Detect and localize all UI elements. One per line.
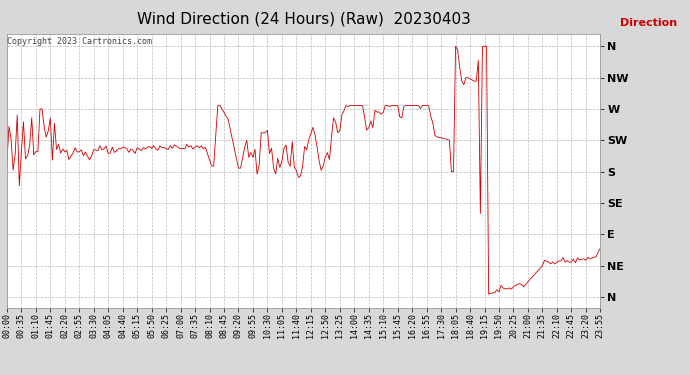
Text: Direction: Direction	[620, 18, 678, 28]
Text: Wind Direction (24 Hours) (Raw)  20230403: Wind Direction (24 Hours) (Raw) 20230403	[137, 11, 471, 26]
Text: Copyright 2023 Cartronics.com: Copyright 2023 Cartronics.com	[7, 38, 152, 46]
